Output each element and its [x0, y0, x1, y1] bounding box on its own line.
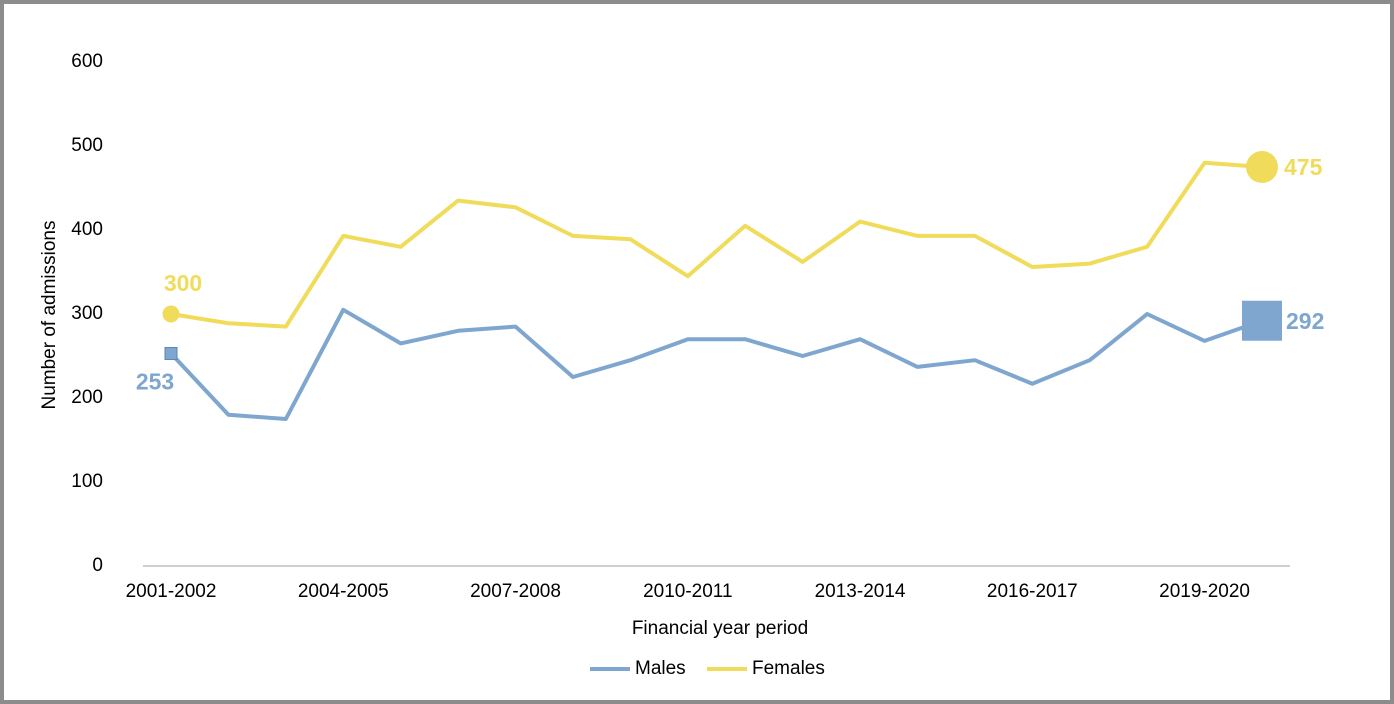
y-tick-label: 0: [92, 555, 103, 576]
x-tick-label: 2019-2020: [1159, 581, 1250, 602]
x-tick-label: 2016-2017: [987, 581, 1078, 602]
y-axis-title: Number of admissions: [39, 220, 60, 409]
line: [169, 307, 1263, 421]
x-tick-label: 2001-2002: [126, 581, 217, 602]
x-tick-label: 2004-2005: [298, 581, 389, 602]
legend-label: Females: [752, 658, 825, 679]
x-tick-label: 2013-2014: [815, 581, 906, 602]
y-tick-label: 400: [71, 219, 103, 240]
data-label: 253: [136, 369, 174, 395]
marker: [162, 305, 180, 323]
y-tick-label: 300: [71, 303, 103, 324]
line: [170, 160, 1263, 329]
data-label: 300: [164, 270, 202, 296]
data-label: 292: [1286, 308, 1324, 334]
x-axis-title: Financial year period: [632, 618, 808, 639]
x-tick-label: 2007-2008: [470, 581, 561, 602]
legend-label: Males: [635, 658, 686, 679]
y-tick-label: 100: [71, 471, 103, 492]
y-tick-label: 600: [71, 51, 103, 72]
x-tick-label: 2010-2011: [643, 581, 732, 602]
marker: [1246, 151, 1278, 183]
marker: [164, 346, 178, 360]
data-label: 475: [1284, 154, 1323, 180]
y-tick-label: 200: [71, 387, 103, 408]
y-tick-label: 500: [71, 135, 103, 156]
marker: [1242, 300, 1282, 341]
